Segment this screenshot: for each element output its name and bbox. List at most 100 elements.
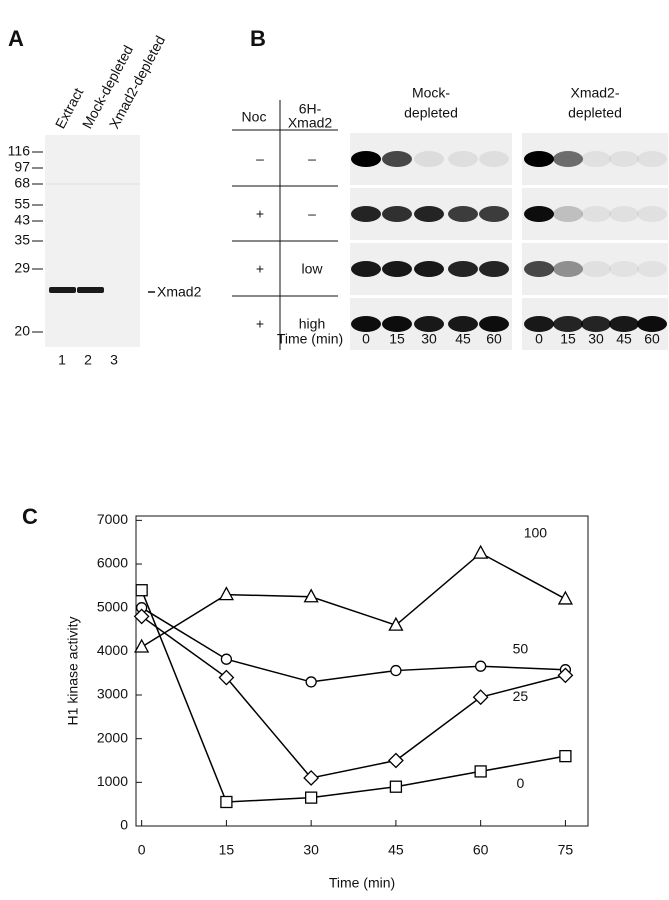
table-cell: – — [256, 151, 264, 167]
blot-band — [448, 261, 478, 277]
blot-band — [524, 316, 554, 332]
blot-band — [351, 316, 381, 332]
blot-band — [382, 316, 412, 332]
data-point — [474, 660, 487, 672]
blot-band — [448, 206, 478, 222]
y-tick-label: 2000 — [97, 729, 128, 745]
mw-marker: 20 — [14, 323, 30, 339]
lane-number: 3 — [110, 352, 118, 368]
blot-band — [553, 206, 583, 222]
blot-band — [524, 151, 554, 167]
blot-band — [553, 316, 583, 332]
time-point: 45 — [616, 331, 632, 347]
blot-band — [637, 261, 667, 277]
blot-band — [351, 261, 381, 277]
table-cell: + — [256, 206, 264, 222]
y-tick-label: 5000 — [97, 598, 128, 614]
data-point — [220, 795, 233, 809]
series-label: 0 — [517, 775, 525, 791]
blot-band — [553, 261, 583, 277]
data-point — [133, 608, 150, 625]
mw-marker: 35 — [14, 232, 30, 248]
table-cell: + — [256, 261, 264, 277]
blot-band — [609, 261, 639, 277]
blot-band — [637, 316, 667, 332]
mw-marker: 55 — [14, 196, 30, 212]
table-header: Noc — [242, 109, 267, 125]
data-point — [387, 752, 404, 769]
gel-band — [77, 287, 104, 293]
blot-band — [581, 316, 611, 332]
y-tick-label: 3000 — [97, 686, 128, 702]
blot-band — [448, 151, 478, 167]
y-tick-label: 1000 — [97, 773, 128, 789]
data-point — [303, 588, 319, 603]
blot-band — [581, 151, 611, 167]
blot-band — [581, 206, 611, 222]
x-tick-label: 60 — [473, 842, 489, 858]
plot-frame — [135, 515, 589, 827]
mw-marker: 97 — [14, 159, 30, 175]
data-point — [304, 791, 318, 804]
series-label: 50 — [513, 640, 529, 656]
series-line — [141, 607, 566, 683]
time-point: 45 — [455, 331, 471, 347]
table-cell: – — [308, 206, 316, 222]
y-tick-label: 7000 — [97, 511, 128, 527]
series-label: 25 — [513, 688, 529, 704]
x-tick-label: 45 — [388, 842, 404, 858]
blot-band — [609, 206, 639, 222]
blot-band — [351, 151, 381, 167]
mw-marker: 29 — [14, 260, 30, 276]
mw-marker: 68 — [14, 175, 30, 191]
blot-band — [581, 261, 611, 277]
data-point — [557, 667, 574, 684]
gel-band — [49, 287, 76, 293]
time-point: 30 — [588, 331, 604, 347]
x-tick-label: 15 — [219, 842, 235, 858]
data-point — [220, 653, 233, 665]
series-line — [141, 615, 566, 779]
time-point: 60 — [644, 331, 660, 347]
blot-band — [553, 151, 583, 167]
data-point — [473, 544, 489, 559]
series-line — [140, 589, 566, 803]
y-tick-label: 4000 — [97, 642, 128, 658]
panel-label: C — [22, 504, 38, 529]
table-header: 6H- — [299, 101, 322, 117]
blot-band — [382, 206, 412, 222]
band-label: Xmad2 — [157, 284, 202, 300]
data-point — [390, 664, 402, 677]
y-tick-label: 0 — [120, 817, 128, 833]
blot-band — [524, 261, 554, 277]
blot-band — [351, 206, 381, 222]
blot-band — [637, 206, 667, 222]
data-point — [474, 765, 487, 778]
blot-band — [382, 261, 412, 277]
lane-number: 1 — [58, 352, 66, 368]
data-point — [559, 749, 572, 763]
table-header: Xmad2 — [288, 115, 333, 131]
blot-title: Xmad2- — [570, 85, 619, 101]
panel-label: B — [250, 26, 266, 51]
time-point: 15 — [389, 331, 405, 347]
table-cell: high — [299, 316, 325, 332]
blot-band — [414, 316, 444, 332]
blot-title: Mock- — [412, 85, 450, 101]
panel-label: A — [8, 26, 24, 51]
blot-band — [414, 206, 444, 222]
data-point — [218, 586, 234, 601]
data-point — [303, 770, 320, 786]
y-axis-label: H1 kinase activity — [65, 617, 81, 726]
x-tick-label: 30 — [303, 842, 319, 858]
blot-band — [382, 151, 412, 167]
gel-a — [45, 135, 140, 347]
time-point: 60 — [486, 331, 502, 347]
lane-number: 2 — [84, 352, 92, 368]
data-point — [388, 616, 404, 631]
blot-band — [609, 316, 639, 332]
time-point: 0 — [362, 331, 370, 347]
series-line — [141, 552, 566, 648]
data-point — [305, 676, 317, 688]
